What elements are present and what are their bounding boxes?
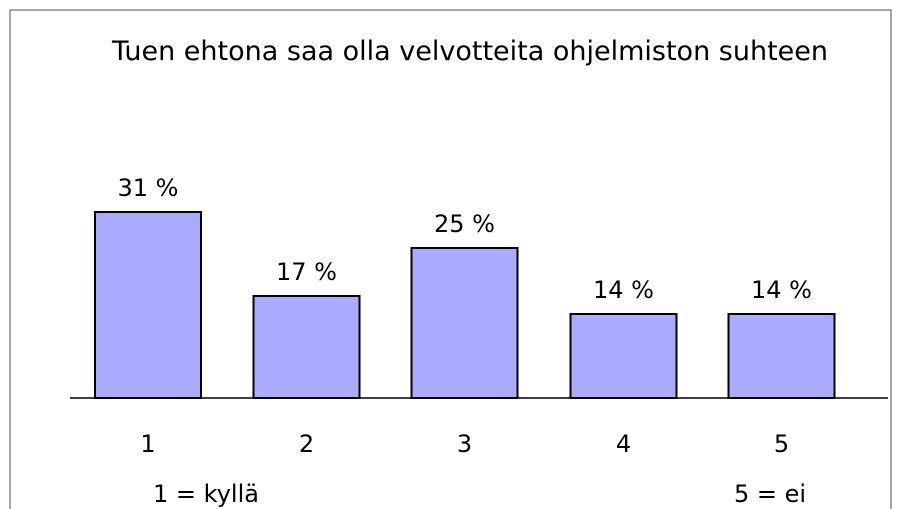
annotation: 1 = kyllä bbox=[153, 480, 259, 508]
value-label: 17 % bbox=[276, 258, 337, 286]
chart-title: Tuen ehtona saa olla velvotteita ohjelmi… bbox=[112, 36, 828, 67]
bar bbox=[252, 295, 361, 399]
value-label: 31 % bbox=[118, 174, 179, 202]
value-label: 14 % bbox=[593, 276, 654, 304]
value-label: 14 % bbox=[751, 276, 812, 304]
bar bbox=[94, 211, 202, 399]
frame bbox=[9, 9, 892, 509]
x-tick-label: 1 bbox=[140, 430, 155, 458]
bar bbox=[569, 313, 678, 399]
bar bbox=[727, 313, 836, 399]
x-tick-label: 3 bbox=[457, 430, 472, 458]
x-tick-label: 5 bbox=[774, 430, 789, 458]
x-tick-label: 2 bbox=[299, 430, 314, 458]
annotation: 5 = ei bbox=[734, 480, 806, 508]
value-label: 25 % bbox=[434, 210, 495, 238]
x-tick-label: 4 bbox=[616, 430, 631, 458]
bar bbox=[410, 247, 519, 399]
